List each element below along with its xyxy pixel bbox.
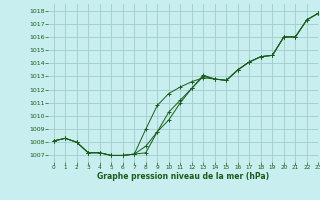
X-axis label: Graphe pression niveau de la mer (hPa): Graphe pression niveau de la mer (hPa) bbox=[97, 172, 269, 181]
